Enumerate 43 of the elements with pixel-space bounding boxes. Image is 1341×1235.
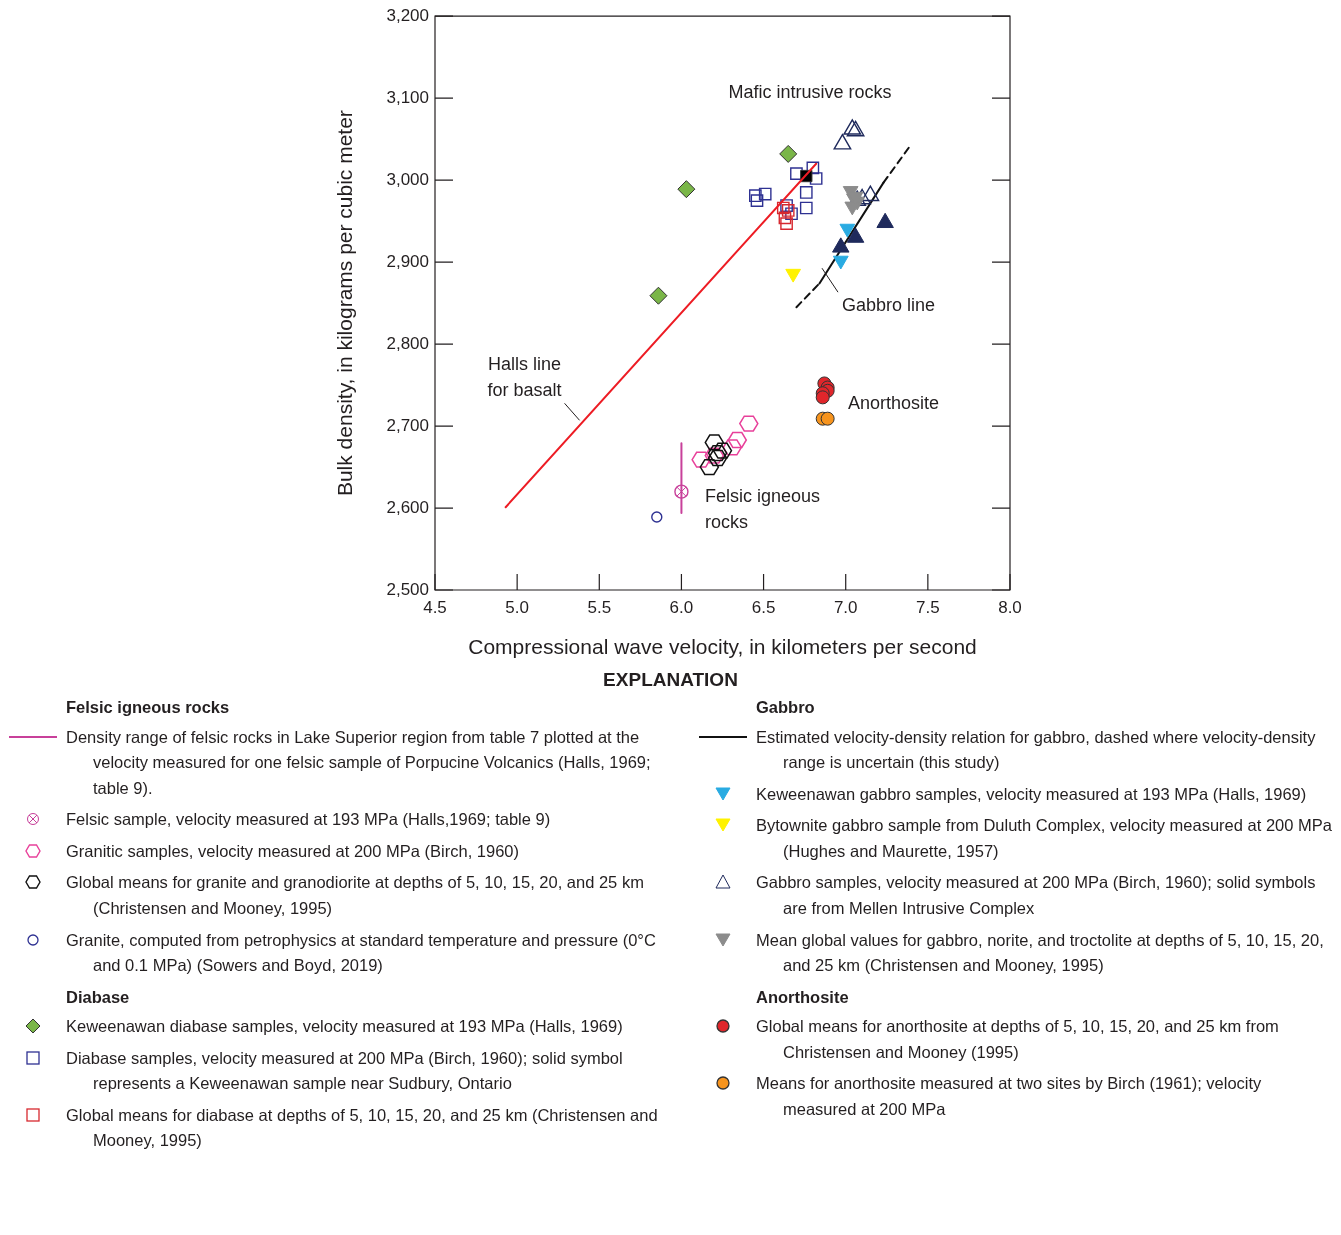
text: EXPLANATION (602, 668, 739, 692)
y-tick-label: 2,700 (386, 415, 429, 435)
annotation: Gabbro line (842, 295, 936, 316)
annotation: Mafic intrusive rocks (728, 82, 892, 103)
x-tick-label: 8.0 (998, 597, 1022, 617)
legend-label: Estimated velocity-density relation for gabbro, dashed where velocity-density range is uncertain (this study) (756, 726, 1317, 774)
legend-label: Keweenawan gabbro samples, velocity measured at 193 MPa (Halls, 1969) (756, 783, 1307, 805)
y-tick-label: 3,100 (386, 87, 429, 107)
x-tick-label: 6.0 (669, 597, 694, 617)
text: Felsic igneous rocks (66, 697, 231, 718)
legend-label: Gabbro samples, velocity measured at 200 MPa (Birch, 1960); solid symbols are from Mellen Intrusive Complex (756, 872, 1317, 919)
x-axis-title: Compressional wave velocity, in kilometers per second (468, 635, 977, 659)
y-tick-label: 2,600 (386, 497, 429, 517)
legend-label: Mean global values for gabbro, norite, and troctolite at depths of 5, 10, 15, 20, and 25 km (Christensen and Mooney, 1995) (756, 929, 1325, 977)
y-tick-label: 3,200 (386, 5, 429, 25)
annotation: Felsic igneous rocks (705, 486, 821, 533)
x-tick-label: 4.5 (423, 597, 447, 617)
legend-label: Granite, computed from petrophysics at standard temperature and pressure (0°C and 0.1 MPa) (Sowers and Boyd, 2019) (66, 929, 657, 977)
annotation: Anorthosite (848, 393, 940, 414)
text: Gabbro (756, 697, 816, 718)
legend-label: Global means for diabase at depths of 5, 10, 15, 20, and 25 km (Christensen and Mooney, 1995) (66, 1104, 659, 1152)
legend-label: Felsic sample, velocity measured at 193 MPa (Halls,1969; table 9) (66, 809, 551, 831)
annotation: Halls line for basalt (487, 354, 562, 401)
y-tick-label: 3,000 (386, 169, 429, 189)
legend-label: Bytownite gabbro sample from Duluth Complex, velocity measured at 200 MPa (Hughes and Maurette, 1957) (756, 815, 1333, 862)
legend-label: Means for anorthosite measured at two sites by Birch (1961); velocity measured at 200 MPa (756, 1073, 1263, 1120)
y-tick-label: 2,500 (386, 579, 429, 599)
legend-label: Diabase samples, velocity measured at 200 MPa (Birch, 1960); solid symbol represents a Keweenawan sample near Sudbury, Ontario (66, 1047, 624, 1095)
y-tick-label: 2,900 (386, 251, 429, 271)
legend-label: Global means for granite and granodiorite at depths of 5, 10, 15, 20, and 25 km (Christensen and Mooney, 1995) (66, 872, 645, 919)
x-tick-label: 5.0 (505, 597, 529, 617)
text: Diabase (66, 986, 131, 1008)
x-tick-label: 5.5 (587, 597, 612, 617)
legend-label: Keweenawan diabase samples, velocity measured at 193 MPa (Halls, 1969) (66, 1016, 623, 1038)
legend-label: Density range of felsic rocks in Lake Superior region from table 7 plotted at the velocity measured for one felsic sample of Porpucine Volcanics (Halls, 1969; table 9). (66, 726, 652, 799)
text: Anorthosite (756, 986, 850, 1008)
legend-label: Global means for anorthosite at depths of 5, 10, 15, 20, and 25 km from Christensen and Mooney (1995) (756, 1016, 1280, 1063)
x-tick-label: 7.0 (833, 597, 858, 617)
legend-label: Granitic samples, velocity measured at 200 MPa (Birch, 1960) (66, 840, 520, 862)
y-tick-label: 2,800 (386, 333, 429, 353)
x-tick-label: 6.5 (751, 597, 776, 617)
x-tick-label: 7.5 (916, 597, 940, 617)
y-axis-title: Bulk density, in kilograms per cubic meter (333, 110, 357, 497)
